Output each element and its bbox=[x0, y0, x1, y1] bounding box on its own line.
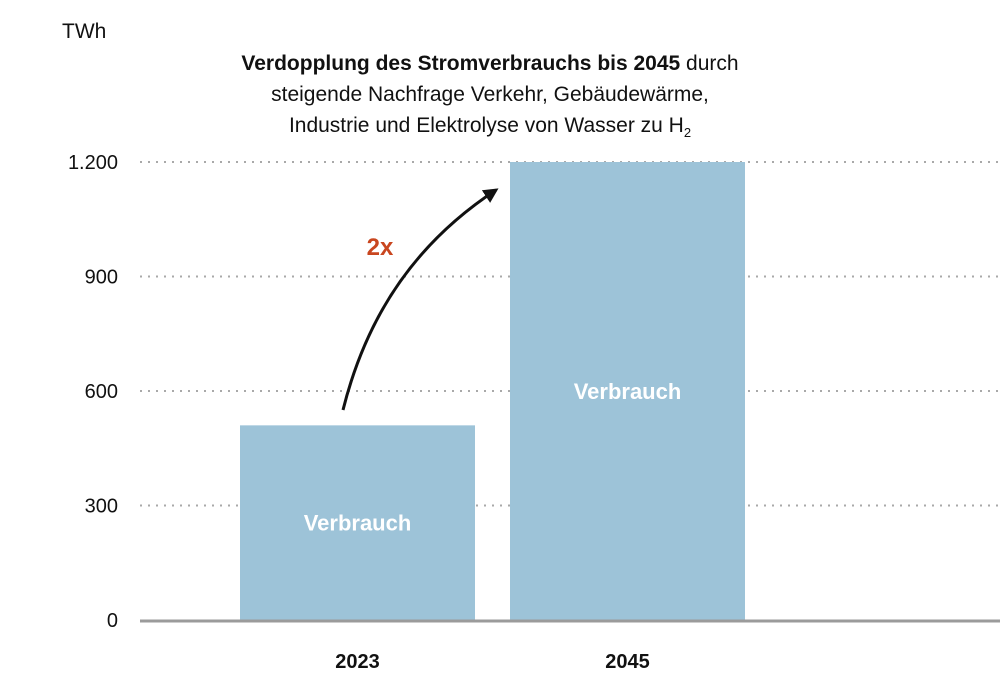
title-line-3: Industrie und Elektrolyse von Wasser zu … bbox=[190, 110, 790, 141]
title-line-2: steigende Nachfrage Verkehr, Gebäudewärm… bbox=[271, 83, 709, 106]
y-axis-unit: TWh bbox=[62, 20, 106, 43]
title-bold: Verdopplung des Stromverbrauchs bis 2045 bbox=[241, 52, 681, 75]
title-line-1-rest: durch bbox=[680, 52, 739, 75]
y-tick-label: 0 bbox=[107, 610, 118, 632]
annotation-group: 2x bbox=[341, 188, 499, 411]
bar-label: Verbrauch bbox=[574, 379, 682, 404]
x-tick-label: 2023 bbox=[335, 651, 380, 673]
title-subscript: 2 bbox=[683, 125, 692, 140]
y-tick-label: 600 bbox=[85, 381, 118, 403]
title-line-1: Verdopplung des Stromverbrauchs bis 2045… bbox=[190, 48, 790, 79]
growth-annotation: 2x bbox=[367, 234, 394, 261]
bar-2045 bbox=[510, 162, 745, 620]
bar-2023 bbox=[240, 425, 475, 620]
bars: Verbrauch Verbrauch bbox=[240, 162, 745, 620]
y-axis-ticks: 0 300 600 900 1.200 bbox=[68, 152, 118, 632]
title-line-3-text: Industrie und Elektrolyse von Wasser zu … bbox=[288, 114, 684, 137]
bar-label: Verbrauch bbox=[304, 511, 412, 536]
y-tick-label: 900 bbox=[85, 267, 118, 289]
x-tick-label: 2045 bbox=[605, 651, 650, 673]
chart-title: Verdopplung des Stromverbrauchs bis 2045… bbox=[190, 48, 790, 141]
x-axis-labels: 2023 2045 bbox=[335, 651, 650, 673]
y-tick-label: 1.200 bbox=[68, 152, 118, 174]
growth-arrow bbox=[341, 188, 499, 411]
y-tick-label: 300 bbox=[85, 496, 118, 518]
